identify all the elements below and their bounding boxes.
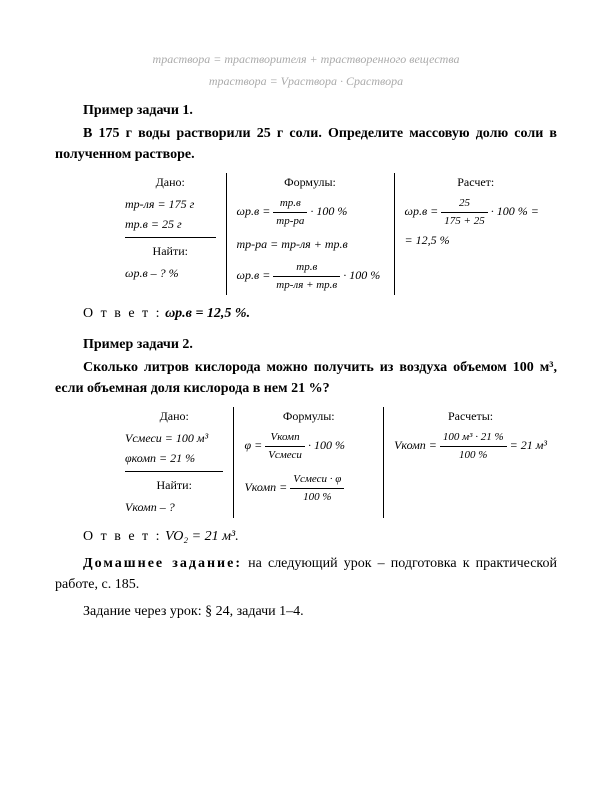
homework-line-2: Задание через урок: § 24, задачи 1–4. xyxy=(55,601,557,622)
example2-text: Сколько литров кислорода можно получить … xyxy=(55,357,557,399)
top-formula-1: mраствора = mрастворителя + mрастворенно… xyxy=(55,50,557,68)
ex2-answer: О т в е т : VO₂ = 21 м³. xyxy=(55,526,557,547)
header-calc: Расчет: xyxy=(405,173,548,191)
ex1-find: ωр.в – ? % xyxy=(125,264,216,282)
header-formulas-2: Формулы: xyxy=(244,407,373,425)
header-formulas: Формулы: xyxy=(237,173,384,191)
ex2-calc-1: Vкомп = 100 м³ · 21 %100 % = 21 м³ xyxy=(394,429,547,463)
homework-line-1: Домашнее задание: на следующий урок – по… xyxy=(55,553,557,595)
header-find: Найти: xyxy=(125,242,216,260)
example2-title: Пример задачи 2. xyxy=(55,334,557,355)
ex2-find: Vкомп – ? xyxy=(125,498,223,516)
ex1-formula-1: ωр.в = mр.вmр-ра · 100 % xyxy=(237,195,384,229)
ex2-formula-1: φ = VкомпVсмеси · 100 % xyxy=(244,429,373,463)
ex2-given-2: φкомп = 21 % xyxy=(125,449,223,467)
ex2-formula-2: Vкомп = Vсмеси · φ100 % xyxy=(244,471,373,505)
ex1-calc-1: ωр.в = 25175 + 25 · 100 % = xyxy=(405,195,548,229)
header-given: Дано: xyxy=(125,173,216,191)
ex2-given-1: Vсмеси = 100 м³ xyxy=(125,429,223,447)
example2-table: Дано: Vсмеси = 100 м³ φкомп = 21 % Найти… xyxy=(115,407,557,518)
example1-text: В 175 г воды растворили 25 г соли. Опред… xyxy=(55,123,557,165)
ex1-formula-2: mр-ра = mр-ля + mр.в xyxy=(237,235,384,253)
example1-table: Дано: mр-ля = 175 г mр.в = 25 г Найти: ω… xyxy=(115,173,557,295)
ex1-given-1: mр-ля = 175 г xyxy=(125,195,216,213)
top-formula-2: mраствора = Vраствора · Cраствора xyxy=(55,72,557,90)
ex1-given-2: mр.в = 25 г xyxy=(125,215,216,233)
ex1-calc-2: = 12,5 % xyxy=(405,231,548,249)
header-given-2: Дано: xyxy=(125,407,223,425)
header-find-2: Найти: xyxy=(125,476,223,494)
ex1-answer: О т в е т : ωр.в = 12,5 %. xyxy=(55,303,557,324)
header-calc-2: Расчеты: xyxy=(394,407,547,425)
ex1-formula-3: ωр.в = mр.вmр-ля + mр.в · 100 % xyxy=(237,259,384,293)
example1-title: Пример задачи 1. xyxy=(55,100,557,121)
